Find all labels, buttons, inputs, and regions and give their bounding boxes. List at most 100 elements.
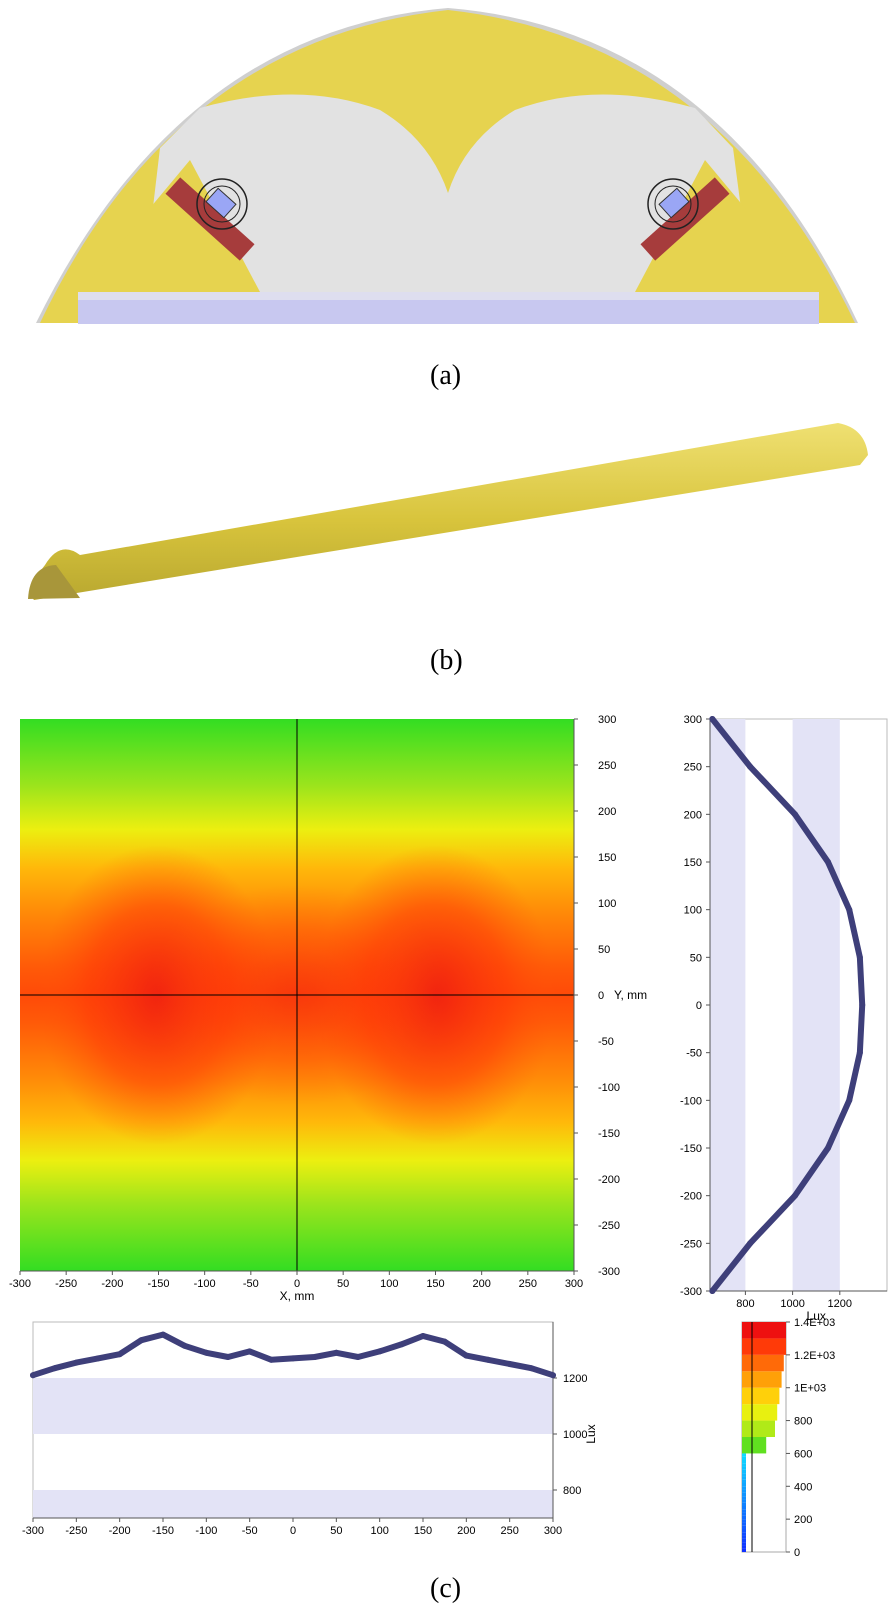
pcb-board-left	[165, 177, 255, 261]
heatmap-y-tick-label: 250	[598, 760, 616, 772]
led-lens-right	[647, 178, 699, 230]
y-profile-point	[747, 1240, 754, 1247]
caption-c: (c)	[430, 1573, 462, 1604]
heatmap-y-tick-label: -200	[598, 1174, 620, 1186]
y-profile-y-tick-label: 300	[684, 714, 702, 726]
colorbar-segment	[742, 1492, 746, 1497]
heatmap-x-axis-title: X, mm	[280, 1289, 315, 1303]
heatmap-y-axis-title: Y, mm	[614, 988, 647, 1002]
pcb-board-right	[640, 177, 730, 261]
luminaire-cross-section	[36, 8, 858, 324]
y-profile-band	[710, 719, 746, 1291]
colorbar-segment	[742, 1512, 746, 1516]
colorbar-segment	[742, 1525, 746, 1529]
x-profile-point	[181, 1342, 188, 1349]
reflector-wedge-right	[635, 160, 815, 292]
x-profile-y-axis-title: Lux	[584, 1424, 598, 1443]
x-profile-point	[355, 1354, 361, 1360]
y-profile-y-tick-label: 50	[690, 952, 702, 964]
y-profile-point	[709, 1288, 716, 1294]
colorbar-segment	[742, 1437, 767, 1454]
x-profile-x-tick-label: -150	[152, 1525, 174, 1537]
y-profile-y-tick-label: -100	[680, 1095, 702, 1107]
x-profile-band	[33, 1490, 553, 1518]
y-profile-point	[791, 811, 798, 818]
colorbar-tick-label: 1E+03	[794, 1383, 826, 1395]
x-profile-point	[398, 1341, 405, 1348]
x-profile-point	[506, 1361, 513, 1367]
x-profile-x-tick-label: -200	[109, 1525, 131, 1537]
colorbar-segment	[742, 1522, 746, 1526]
colorbar-segment	[742, 1453, 746, 1457]
x-profile-x-tick-label: -300	[22, 1525, 44, 1537]
x-profile-y-tick-label: 800	[563, 1485, 581, 1497]
x-profile-x-tick-label: 250	[500, 1525, 518, 1537]
heatmap-x-tick-label: -200	[101, 1278, 123, 1290]
heatmap-x-tick-label: 100	[380, 1278, 398, 1290]
x-profile-plot: -300 -250 -200 -150 -100 -50 0 50 100 150 200 250 30…	[22, 1321, 598, 1537]
colorbar-tick-label: 1.4E+03	[794, 1317, 835, 1329]
heatmap-x-tick-label: 250	[519, 1278, 537, 1290]
y-profile-point	[825, 859, 831, 865]
x-profile-point	[528, 1365, 535, 1372]
y-profile-plot: 300 250 200 150 100 50 0 -50 -100 -150 -200 -250 -30…	[680, 714, 888, 1323]
colorbar-tick-label: 200	[794, 1514, 812, 1526]
colorbar-segment	[742, 1456, 746, 1460]
heatmap-x-tick-label: 50	[337, 1278, 349, 1290]
y-profile-y-tick-label: 250	[684, 762, 702, 774]
heatmap-x-tick-label: 0	[294, 1278, 300, 1290]
x-profile-point	[30, 1372, 36, 1379]
colorbar-segment	[742, 1476, 746, 1480]
luminaire-3d-view	[28, 423, 868, 600]
heatmap-y-tick-label: 50	[598, 944, 610, 956]
y-profile-y-tick-label: -50	[686, 1048, 702, 1060]
x-profile-x-tick-label: -50	[242, 1525, 258, 1537]
x-profile-point	[51, 1365, 58, 1372]
colorbar-segment	[742, 1496, 746, 1500]
y-profile-point	[709, 716, 716, 722]
y-profile-point	[825, 1145, 831, 1151]
y-profile-y-tick-label: -150	[680, 1143, 702, 1155]
x-profile-point	[463, 1352, 470, 1359]
heatmap-y-tick-label: 300	[598, 714, 616, 726]
heatmap-x-tick-label: 300	[565, 1278, 583, 1290]
x-profile-y-tick-label: 1200	[563, 1373, 587, 1385]
colorbar-segment	[742, 1460, 746, 1464]
heatmap-y-tick-label: -150	[598, 1128, 620, 1140]
colorbar-segment	[742, 1535, 746, 1539]
y-profile-y-tick-label: -300	[680, 1286, 702, 1298]
colorbar-segment	[742, 1322, 786, 1339]
x-profile-point	[485, 1356, 491, 1363]
x-profile-band	[33, 1378, 553, 1434]
colorbar-segment	[742, 1387, 780, 1405]
heatmap-y-tick-label: 100	[598, 898, 616, 910]
colorbar-segment	[742, 1538, 746, 1543]
x-profile-x-tick-label: 150	[414, 1525, 432, 1537]
x-profile-x-tick-label: 0	[290, 1525, 296, 1537]
x-profile-point	[333, 1349, 340, 1356]
heatmap-x-tick-label: 200	[472, 1278, 490, 1290]
rod-end-cap	[28, 565, 80, 599]
colorbar-tick-label: 800	[794, 1416, 812, 1428]
x-profile-point	[420, 1333, 426, 1339]
led-module-right	[640, 177, 730, 261]
y-profile-point	[846, 906, 853, 913]
x-profile-point	[225, 1354, 231, 1360]
colorbar-segment	[742, 1489, 746, 1493]
colorbar-segment	[742, 1338, 786, 1355]
colorbar-tick-label: 400	[794, 1481, 812, 1493]
colorbar: 1.4E+03 1.2E+03 1E+03 800 600 400 200 0	[741, 1317, 835, 1559]
inner-cavity	[143, 94, 752, 292]
heatmap-x-tick-label: 150	[426, 1278, 444, 1290]
colorbar-segment	[742, 1483, 746, 1487]
x-profile-point	[73, 1359, 80, 1366]
x-profile-x-tick-label: 100	[370, 1525, 388, 1537]
y-profile-y-tick-label: 100	[684, 905, 702, 917]
colorbar-segment	[742, 1473, 746, 1477]
caption-b: (b)	[430, 645, 463, 676]
colorbar-segment	[742, 1469, 746, 1474]
x-profile-x-tick-label: 200	[457, 1525, 475, 1537]
x-profile-point	[441, 1338, 448, 1345]
colorbar-segment	[742, 1486, 746, 1490]
